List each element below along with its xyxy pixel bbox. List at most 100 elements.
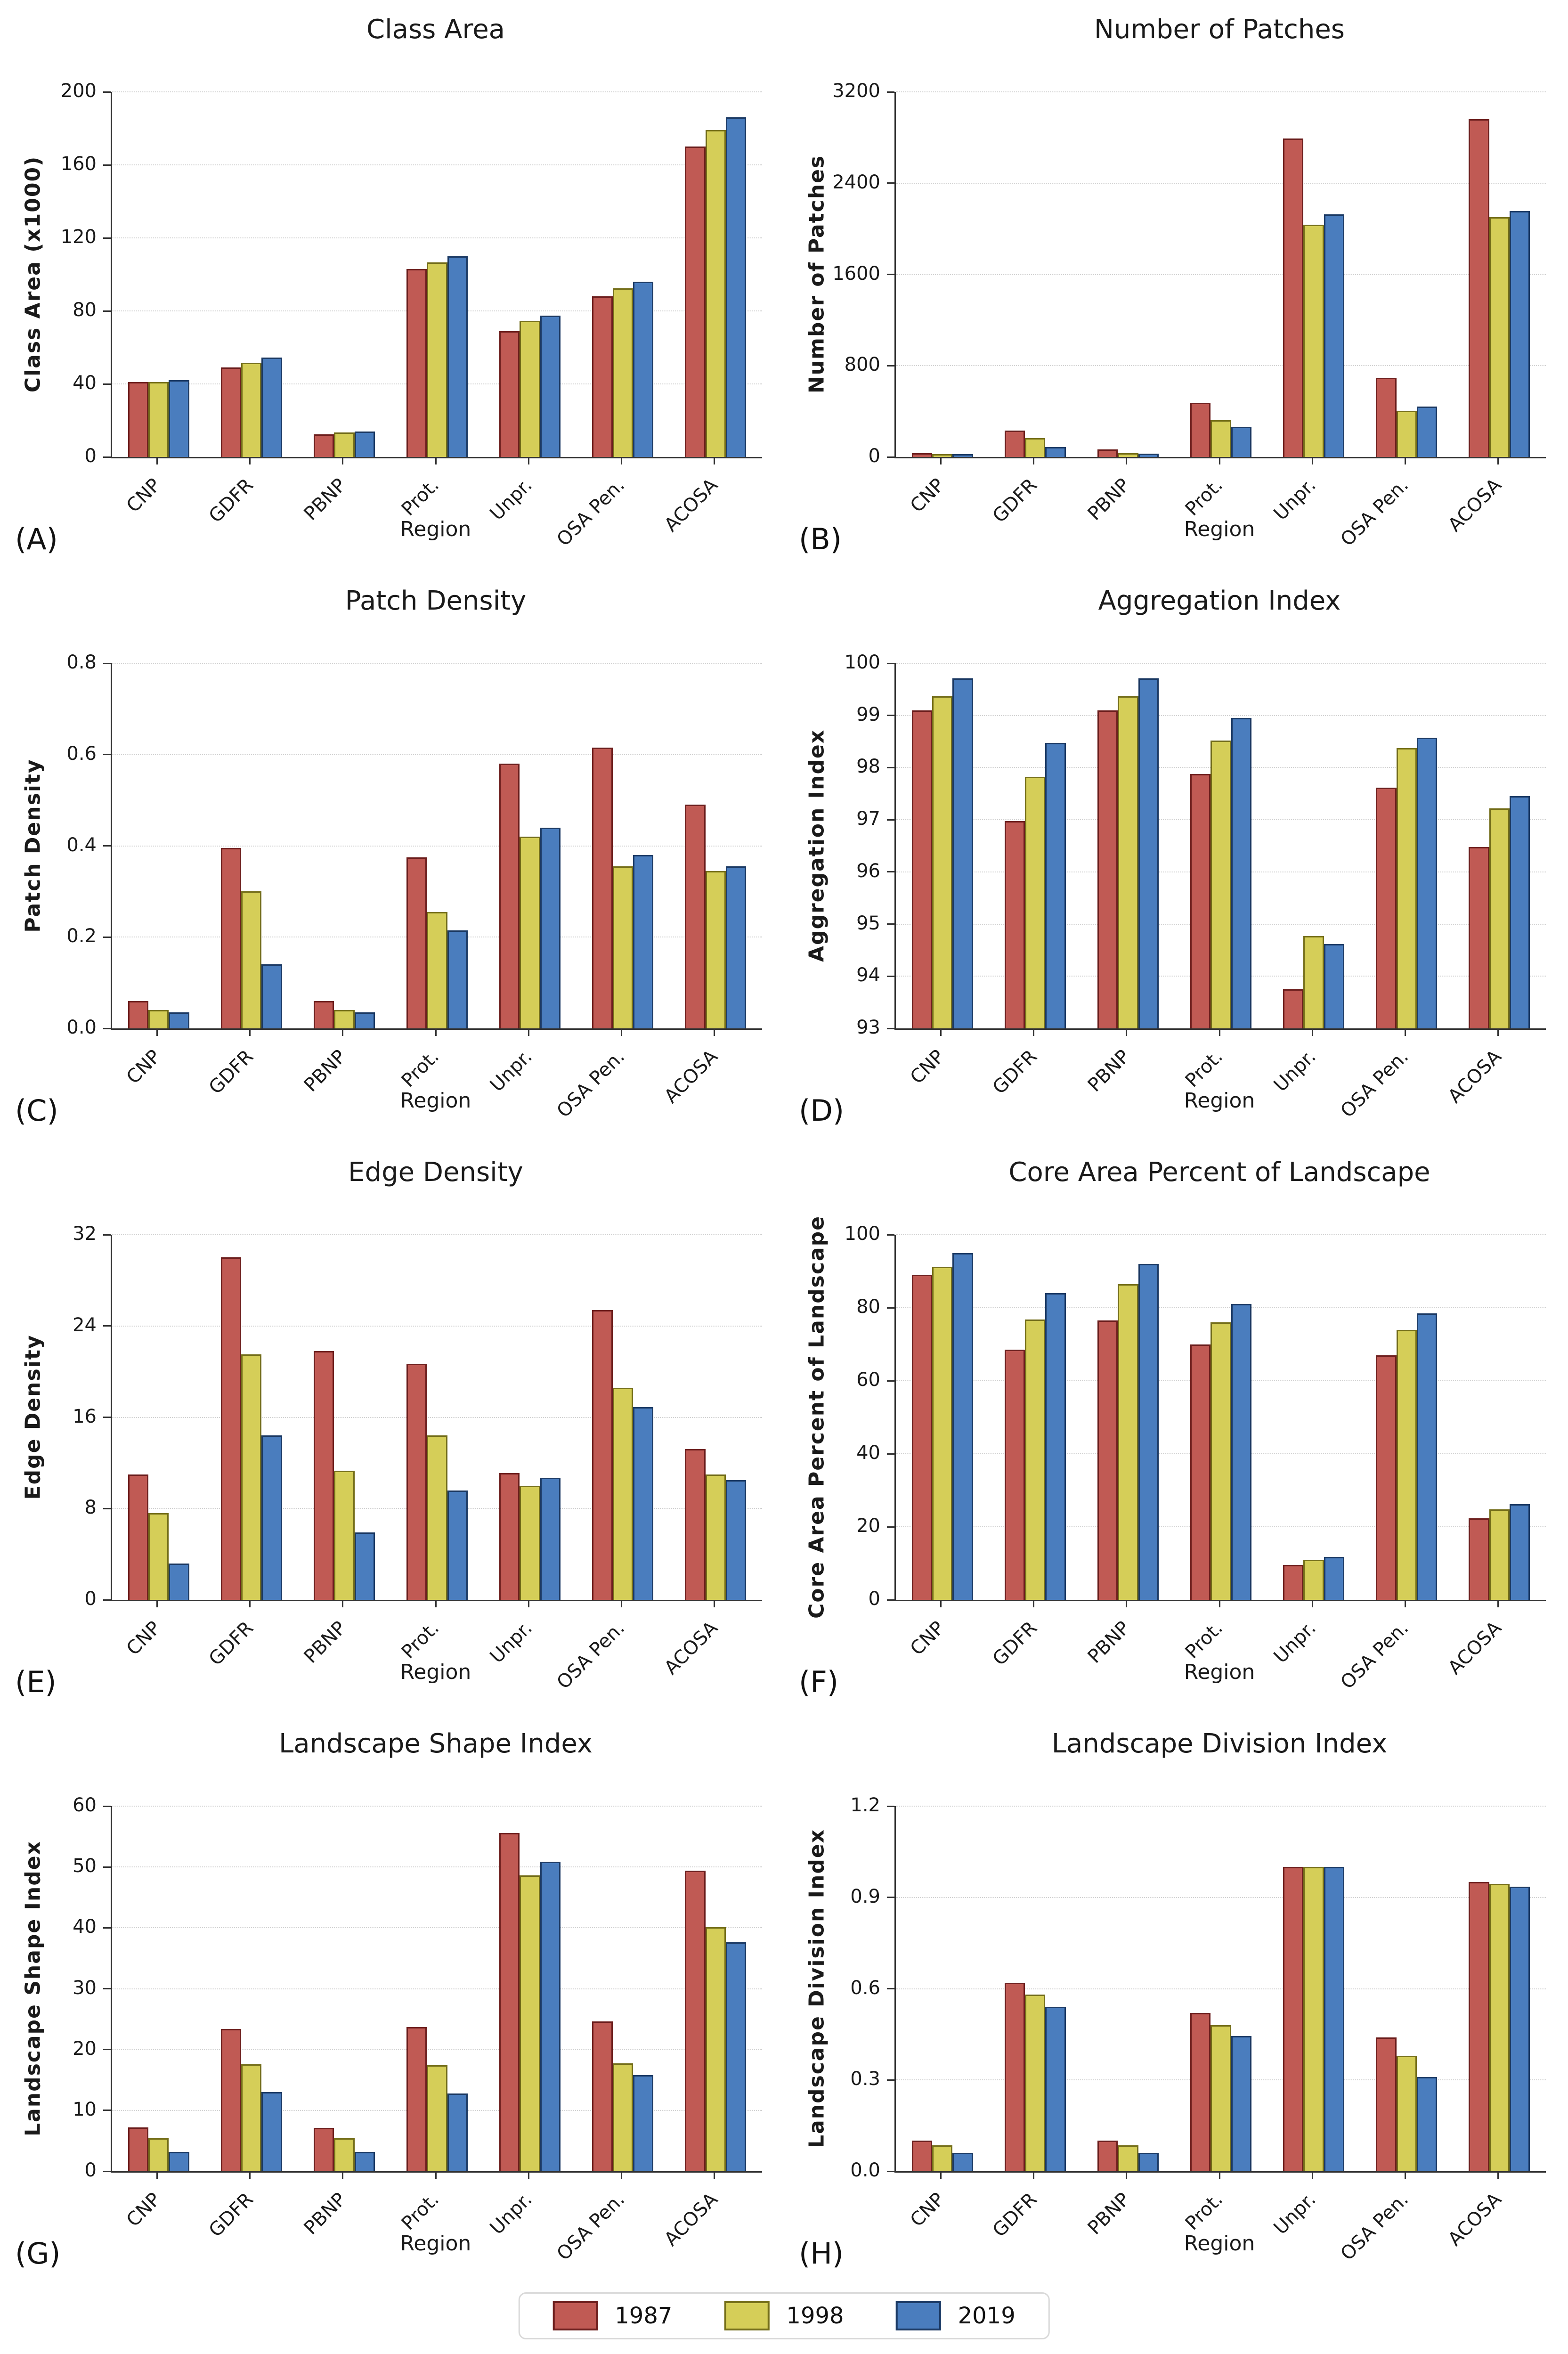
- plot-area: [894, 91, 1546, 458]
- bar-1987-Unpr.: [1283, 1867, 1304, 2171]
- legend-item-1998: 1998: [724, 2301, 844, 2330]
- bar-1987-Prot.: [406, 2027, 427, 2171]
- x-axis-label: Region: [400, 1089, 471, 1113]
- y-tick-label: 40: [73, 372, 97, 394]
- x-tick-mark: [156, 1600, 158, 1607]
- y-tick-mark: [887, 1380, 894, 1382]
- bar-1998-CNP: [932, 696, 953, 1028]
- x-tick-mark: [1497, 457, 1499, 464]
- bar-2019-Prot.: [447, 930, 468, 1028]
- bar-1998-OSA Pen.: [1396, 2055, 1417, 2171]
- x-tick-mark: [1219, 2172, 1220, 2179]
- bar-1998-ACOSA: [1489, 217, 1510, 457]
- y-tick-label: 99: [856, 703, 880, 725]
- x-tick-mark: [528, 1600, 529, 1607]
- plot-area: [894, 1806, 1546, 2173]
- bar-1998-ACOSA: [1489, 1883, 1510, 2171]
- y-tick-mark: [103, 1927, 111, 1929]
- bar-1998-Unpr.: [520, 1485, 540, 1600]
- x-tick-mark: [940, 457, 942, 464]
- bar-1998-GDFR: [241, 363, 262, 457]
- legend-swatch-1987: [552, 2301, 598, 2330]
- x-tick-mark: [435, 457, 437, 464]
- y-tick-mark: [103, 1599, 111, 1601]
- x-tick-mark: [435, 1029, 437, 1036]
- x-tick-mark: [1404, 457, 1406, 464]
- gridline: [896, 1234, 1546, 1235]
- y-tick-label: 40: [856, 1442, 880, 1464]
- y-tick-mark: [887, 1599, 894, 1601]
- y-tick-mark: [887, 1027, 894, 1029]
- y-tick-mark: [887, 2079, 894, 2081]
- gridline: [896, 663, 1546, 664]
- bar-2019-PBNP: [354, 1012, 375, 1028]
- y-tick-mark: [887, 715, 894, 717]
- bar-1987-OSA Pen.: [592, 296, 613, 457]
- y-tick-label: 95: [856, 912, 880, 934]
- bar-2019-PBNP: [354, 2151, 375, 2171]
- gridline: [896, 1806, 1546, 1807]
- x-tick-label: CNP: [906, 1045, 949, 1089]
- bar-2019-ACOSA: [726, 117, 747, 457]
- bar-2019-OSA Pen.: [1416, 407, 1438, 457]
- panel-patch-density: Patch Density Patch Density CNP GDFR PBNP P…: [0, 571, 784, 1143]
- bar-2019-ACOSA: [1510, 1887, 1530, 2171]
- y-tick-label: 10: [73, 2098, 97, 2120]
- panel-letter: (G): [15, 2236, 61, 2271]
- x-tick-mark: [1219, 1600, 1220, 1607]
- x-tick-label: Prot.: [1181, 474, 1227, 521]
- panel-edge-density: Edge Density Edge Density CNP GDFR PBNP Pro…: [0, 1143, 784, 1714]
- x-tick-mark: [342, 2172, 344, 2179]
- panel-letter: (A): [15, 522, 58, 556]
- bar-1998-Prot.: [427, 2065, 447, 2171]
- panel-letter: (B): [799, 522, 842, 556]
- bar-2019-OSA Pen.: [1416, 738, 1438, 1028]
- y-tick-label: 60: [73, 1794, 97, 1816]
- bar-1987-OSA Pen.: [1376, 377, 1397, 457]
- y-tick-label: 0.4: [66, 834, 97, 856]
- bar-1998-ACOSA: [705, 130, 726, 457]
- panel-landscape-shape-index: Landscape Shape Index Landscape Shape In…: [0, 1714, 784, 2286]
- panel-core-area-percent: Core Area Percent of Landscape Core Area…: [784, 1143, 1568, 1714]
- y-tick-label: 0: [84, 445, 97, 467]
- bar-1987-Unpr.: [499, 1833, 520, 2171]
- y-tick-mark: [103, 662, 111, 664]
- panel-letter: (H): [799, 2236, 844, 2271]
- y-tick-label: 94: [856, 964, 880, 986]
- y-tick-label: 0.8: [66, 652, 97, 673]
- bar-1998-PBNP: [1118, 696, 1138, 1028]
- x-axis-label: Region: [400, 1660, 471, 1684]
- x-tick-mark: [713, 1029, 715, 1036]
- y-tick-mark: [887, 1897, 894, 1898]
- bar-1998-CNP: [932, 1267, 953, 1600]
- bar-1998-OSA Pen.: [612, 866, 633, 1028]
- x-axis-label: Region: [1184, 517, 1255, 541]
- y-tick-label: 800: [844, 354, 880, 376]
- y-tick-mark: [887, 456, 894, 458]
- panel-letter: (D): [799, 1093, 845, 1128]
- bar-1998-OSA Pen.: [1396, 748, 1417, 1028]
- bar-1998-Prot.: [1211, 1322, 1231, 1600]
- x-tick-mark: [940, 1600, 942, 1607]
- bar-1987-Unpr.: [1283, 138, 1304, 457]
- bar-1998-PBNP: [1118, 453, 1138, 457]
- x-tick-mark: [1033, 1600, 1035, 1607]
- bar-1998-Unpr.: [520, 321, 540, 457]
- bar-2019-ACOSA: [726, 1480, 747, 1600]
- bar-1987-OSA Pen.: [1376, 1355, 1397, 1600]
- y-tick-mark: [103, 237, 111, 239]
- panel-number-of-patches: Number of Patches Number of Patches CNP G…: [784, 0, 1568, 571]
- x-tick-label: CNP: [906, 2188, 949, 2232]
- bar-1998-Prot.: [427, 262, 447, 457]
- x-tick-mark: [1311, 1029, 1313, 1036]
- x-tick-mark: [1033, 1029, 1035, 1036]
- y-axis-label: Core Area Percent of Landscape: [804, 1215, 829, 1619]
- legend-swatch-2019: [895, 2301, 941, 2330]
- panel-aggregation-index: Aggregation Index Aggregation Index CNP G…: [784, 571, 1568, 1143]
- panel-grid: Class Area Class Area (x1000) CNP GDFR PBN…: [0, 0, 1568, 2286]
- gridline: [112, 1325, 762, 1327]
- bar-1998-ACOSA: [1489, 808, 1510, 1028]
- bar-1987-PBNP: [1097, 449, 1118, 457]
- y-tick-mark: [103, 1805, 111, 1807]
